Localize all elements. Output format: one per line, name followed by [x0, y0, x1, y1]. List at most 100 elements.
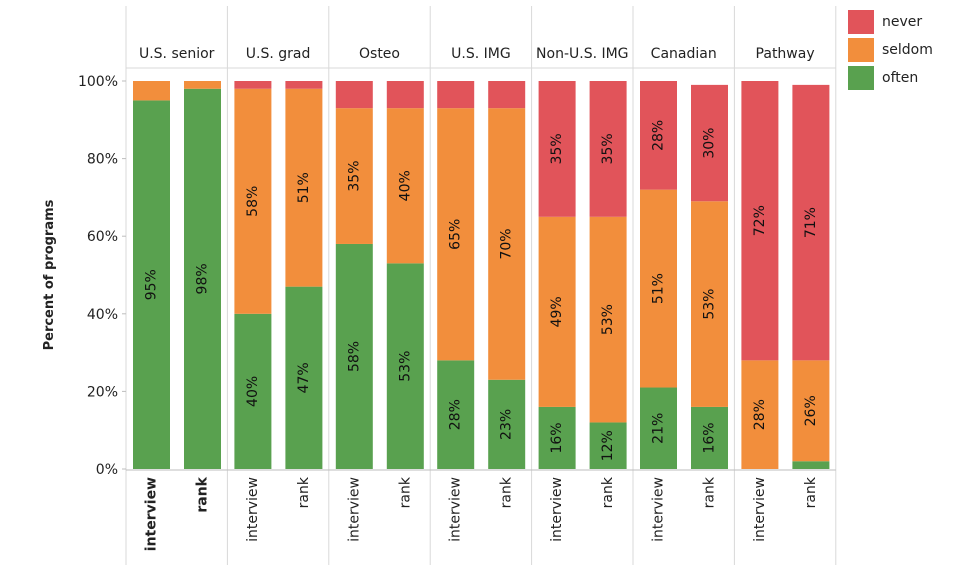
group-header-non-u-s-img: Non-U.S. IMG — [536, 46, 629, 62]
bar-u-s-img-rank-never — [488, 81, 526, 109]
data-label-u-s-grad-rank-seldom: 51% — [296, 172, 312, 203]
bar-pathway-rank-never — [792, 84, 830, 361]
x-tick-label-non-u-s-img-interview: interview — [549, 477, 565, 542]
bar-u-s-senior-rank-seldom — [184, 81, 221, 89]
bar-canadian-rank-often — [691, 406, 728, 469]
x-tick-label-canadian-interview: interview — [651, 477, 667, 542]
y-tick-label: 80% — [87, 152, 118, 168]
data-label-u-s-grad-interview-seldom: 58% — [245, 186, 261, 217]
bar-canadian-interview-seldom — [640, 189, 677, 388]
data-label-u-s-img-rank-often: 23% — [499, 409, 515, 440]
x-tick-label-osteo-interview: interview — [346, 477, 362, 542]
data-label-canadian-interview-never: 28% — [651, 120, 667, 151]
group-header-u-s-grad: U.S. grad — [246, 46, 311, 62]
y-tick-label: 100% — [78, 74, 118, 90]
data-label-u-s-grad-interview-often: 40% — [245, 376, 261, 407]
bar-canadian-rank-seldom — [691, 201, 728, 407]
data-label-canadian-rank-often: 16% — [702, 422, 718, 453]
y-axis-title: Percent of programs — [42, 199, 57, 350]
bar-pathway-rank-seldom — [792, 360, 830, 462]
data-label-u-s-grad-rank-often: 47% — [296, 362, 312, 393]
bar-non-u-s-img-interview-seldom — [538, 216, 576, 407]
data-label-osteo-interview-seldom: 35% — [346, 160, 362, 191]
legend-label-seldom: seldom — [882, 42, 933, 58]
x-tick-label-u-s-senior-interview: interview — [144, 477, 160, 551]
bar-osteo-interview-often — [335, 243, 373, 469]
x-tick-label-pathway-rank: rank — [803, 476, 819, 508]
bar-non-u-s-img-interview-often — [538, 406, 576, 469]
data-label-u-s-senior-interview-often: 95% — [144, 269, 160, 300]
legend-swatch-seldom — [848, 38, 874, 62]
x-tick-label-osteo-rank: rank — [397, 476, 413, 508]
bar-u-s-senior-interview-seldom — [133, 81, 170, 101]
data-label-pathway-interview-never: 72% — [752, 205, 768, 236]
x-tick-label-pathway-interview: interview — [752, 477, 768, 542]
legend-swatch-never — [848, 10, 874, 34]
bar-u-s-grad-rank-seldom — [285, 88, 323, 287]
group-header-canadian: Canadian — [651, 46, 717, 62]
data-label-osteo-rank-often: 53% — [397, 351, 413, 382]
bar-canadian-interview-never — [640, 81, 677, 190]
y-tick-label: 60% — [87, 229, 118, 245]
bar-u-s-img-interview-seldom — [437, 108, 475, 361]
data-label-non-u-s-img-interview-seldom: 49% — [549, 296, 565, 327]
bar-osteo-interview-seldom — [335, 108, 373, 244]
legend-item-never: never — [848, 8, 933, 36]
bar-u-s-grad-rank-never — [285, 81, 323, 89]
bar-non-u-s-img-rank-never — [589, 81, 627, 217]
bar-non-u-s-img-interview-never — [538, 81, 576, 217]
data-label-non-u-s-img-rank-seldom: 53% — [600, 304, 616, 335]
bar-u-s-senior-interview-often — [133, 100, 170, 470]
bar-canadian-rank-never — [691, 84, 728, 202]
x-tick-label-u-s-img-rank: rank — [499, 476, 515, 508]
bar-pathway-interview-never — [741, 81, 779, 361]
bar-u-s-img-interview-often — [437, 360, 475, 469]
bar-osteo-rank-often — [386, 263, 424, 469]
data-label-non-u-s-img-rank-often: 12% — [600, 430, 616, 461]
data-label-non-u-s-img-rank-never: 35% — [600, 133, 616, 164]
data-label-osteo-rank-seldom: 40% — [397, 170, 413, 201]
legend-swatch-often — [848, 66, 874, 90]
data-label-non-u-s-img-interview-never: 35% — [549, 133, 565, 164]
bar-u-s-grad-interview-seldom — [234, 88, 272, 314]
bar-osteo-rank-never — [386, 81, 424, 109]
x-tick-label-u-s-grad-rank: rank — [296, 476, 312, 508]
data-label-canadian-interview-seldom: 51% — [651, 273, 667, 304]
bar-u-s-img-interview-never — [437, 81, 475, 109]
bar-u-s-grad-interview-never — [234, 81, 272, 89]
data-label-pathway-interview-seldom: 28% — [752, 399, 768, 430]
data-label-u-s-img-rank-seldom: 70% — [499, 228, 515, 259]
group-header-u-s-img: U.S. IMG — [451, 46, 511, 62]
legend-label-never: never — [882, 14, 923, 30]
bar-u-s-senior-rank-often — [184, 88, 221, 469]
x-tick-label-u-s-grad-interview: interview — [245, 477, 261, 542]
data-label-u-s-img-interview-often: 28% — [448, 399, 464, 430]
data-label-u-s-img-interview-seldom: 65% — [448, 219, 464, 250]
legend: never seldom often — [848, 8, 933, 92]
group-header-osteo: Osteo — [359, 46, 400, 62]
y-tick-label: 0% — [96, 462, 118, 478]
bar-non-u-s-img-rank-often — [589, 422, 627, 469]
bar-canadian-interview-often — [640, 387, 677, 469]
group-header-pathway: Pathway — [756, 46, 815, 62]
y-tick-label: 20% — [87, 384, 118, 400]
bar-u-s-img-rank-often — [488, 379, 526, 469]
data-label-canadian-rank-never: 30% — [702, 128, 718, 159]
legend-item-seldom: seldom — [848, 36, 933, 64]
legend-label-often: often — [882, 70, 919, 86]
bar-u-s-grad-rank-often — [285, 286, 323, 469]
x-tick-label-canadian-rank: rank — [702, 476, 718, 508]
x-tick-label-u-s-img-interview: interview — [448, 477, 464, 542]
bar-pathway-rank-often — [792, 461, 830, 469]
bar-u-s-grad-interview-often — [234, 313, 272, 469]
bar-u-s-img-rank-seldom — [488, 108, 526, 380]
bar-non-u-s-img-rank-seldom — [589, 216, 627, 423]
data-label-canadian-interview-often: 21% — [651, 413, 667, 444]
data-label-non-u-s-img-interview-often: 16% — [549, 422, 565, 453]
y-tick-label: 40% — [87, 307, 118, 323]
data-label-pathway-rank-never: 71% — [803, 207, 819, 238]
legend-item-often: often — [848, 64, 933, 92]
group-header-u-s-senior: U.S. senior — [139, 46, 215, 62]
data-label-osteo-interview-often: 58% — [346, 341, 362, 372]
